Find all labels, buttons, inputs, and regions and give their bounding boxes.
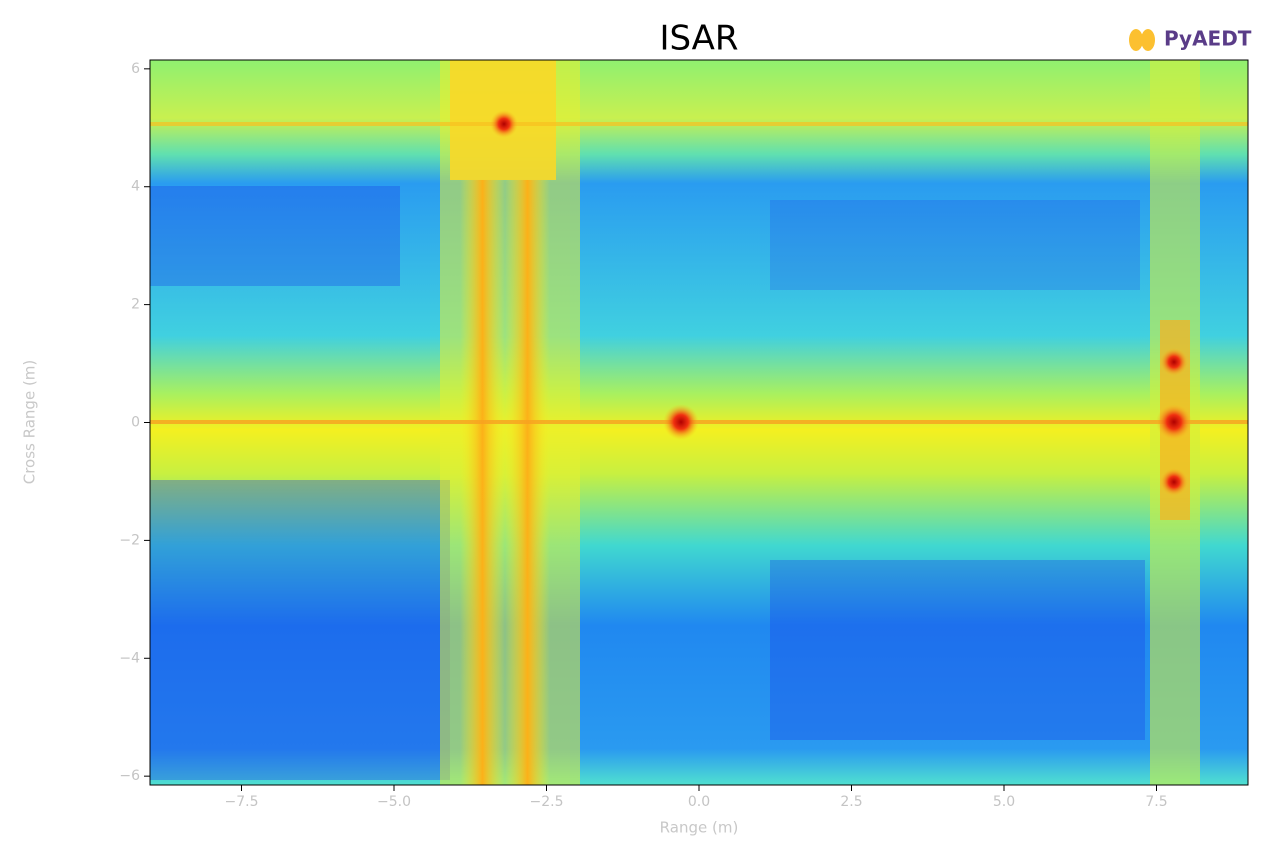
x-tick-label: 5.0 (993, 794, 1015, 810)
y-tick-label: 4 (131, 179, 140, 195)
y-tick-label: 0 (131, 415, 140, 431)
x-tick-label: −7.5 (225, 794, 259, 810)
y-axis-label: Cross Range (m) (21, 360, 39, 485)
logo: PyAEDT (1129, 27, 1252, 51)
x-tick-label: 0.0 (688, 794, 710, 810)
y-tick-label: 2 (131, 297, 140, 313)
logo-text: PyAEDT (1164, 27, 1252, 51)
heatmap-image (150, 60, 1248, 785)
x-axis-label: Range (m) (660, 819, 739, 837)
y-tick-label: −6 (119, 768, 140, 784)
chart-title: ISAR (659, 19, 738, 59)
x-tick-label: −2.5 (530, 794, 564, 810)
x-tick-label: 2.5 (840, 794, 862, 810)
y-tick-label: −2 (119, 532, 140, 548)
y-tick-label: 6 (131, 61, 140, 77)
x-tick-label: −5.0 (377, 794, 411, 810)
x-tick-label: 7.5 (1145, 794, 1167, 810)
y-tick-label: −4 (119, 650, 140, 666)
